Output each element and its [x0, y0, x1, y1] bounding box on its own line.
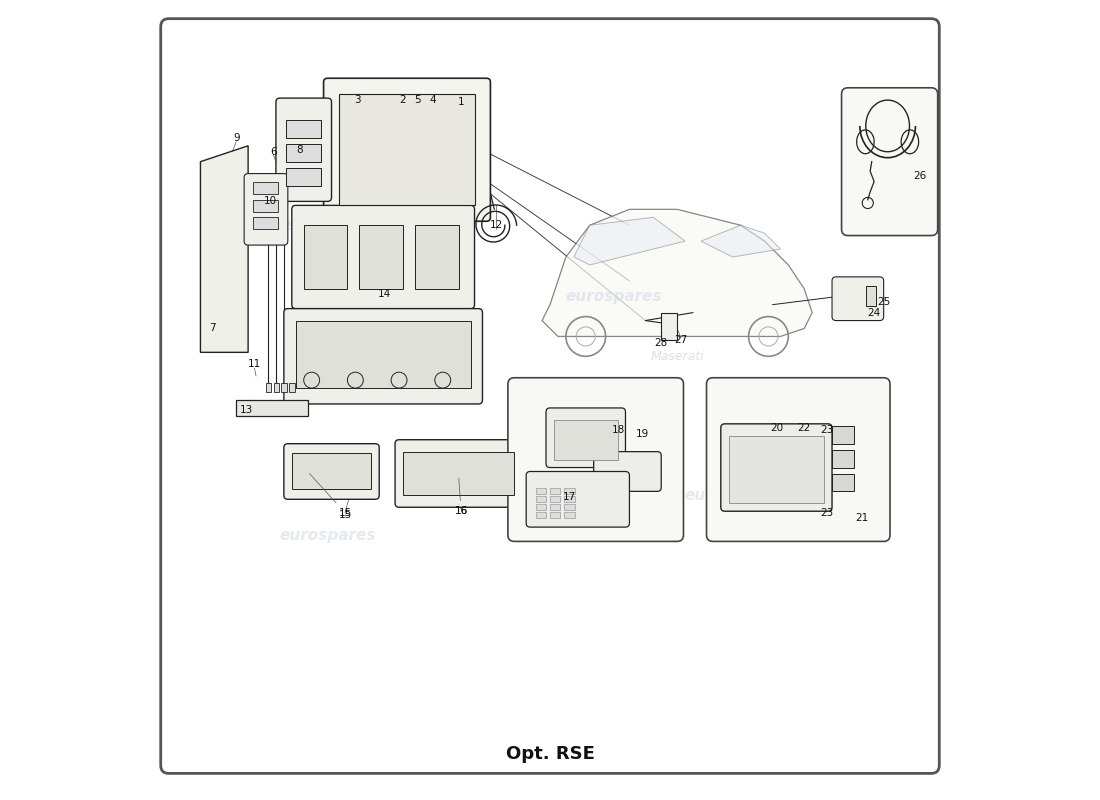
Text: Maserati: Maserati — [650, 350, 704, 363]
Text: 18: 18 — [612, 425, 625, 435]
Bar — [564, 504, 574, 510]
Text: 26: 26 — [914, 171, 927, 181]
FancyBboxPatch shape — [842, 88, 937, 235]
Text: 23: 23 — [820, 425, 833, 435]
FancyBboxPatch shape — [323, 78, 491, 222]
FancyBboxPatch shape — [594, 452, 661, 491]
FancyBboxPatch shape — [284, 309, 483, 404]
Text: 19: 19 — [636, 429, 649, 439]
Bar — [564, 512, 574, 518]
Bar — [292, 454, 372, 489]
FancyBboxPatch shape — [292, 206, 474, 309]
Bar — [550, 488, 560, 494]
Polygon shape — [701, 226, 780, 257]
Bar — [866, 286, 876, 306]
Polygon shape — [574, 218, 685, 265]
Bar — [360, 226, 403, 289]
Text: 3: 3 — [354, 94, 361, 105]
Bar — [253, 182, 278, 194]
FancyBboxPatch shape — [706, 378, 890, 542]
Text: 14: 14 — [378, 290, 392, 299]
Bar — [340, 94, 474, 206]
FancyBboxPatch shape — [284, 444, 380, 499]
Bar — [550, 504, 560, 510]
Polygon shape — [236, 400, 308, 416]
Text: 15: 15 — [309, 474, 352, 518]
Text: Opt. RSE: Opt. RSE — [506, 745, 594, 762]
Bar — [286, 144, 321, 162]
Text: 25: 25 — [877, 298, 890, 307]
Bar — [550, 496, 560, 502]
Bar — [265, 382, 272, 392]
Text: 16: 16 — [454, 506, 467, 516]
Text: 8: 8 — [296, 145, 304, 154]
FancyBboxPatch shape — [395, 440, 522, 507]
FancyBboxPatch shape — [526, 471, 629, 527]
Text: 6: 6 — [271, 147, 277, 157]
Bar — [536, 512, 546, 518]
Bar — [536, 496, 546, 502]
Bar — [550, 512, 560, 518]
Bar — [536, 488, 546, 494]
Text: 28: 28 — [654, 338, 668, 348]
Text: 4: 4 — [429, 94, 436, 105]
Text: eurospares: eurospares — [684, 488, 781, 503]
Bar — [832, 474, 855, 491]
Text: 7: 7 — [209, 323, 216, 334]
Text: 9: 9 — [233, 133, 240, 143]
Text: 10: 10 — [264, 196, 277, 206]
Text: 22: 22 — [798, 423, 811, 433]
Text: eurospares: eurospares — [248, 218, 344, 233]
Text: 13: 13 — [240, 405, 253, 414]
Text: 11: 11 — [248, 359, 261, 370]
Text: 27: 27 — [674, 335, 688, 346]
FancyBboxPatch shape — [720, 424, 832, 511]
FancyBboxPatch shape — [546, 408, 626, 467]
FancyBboxPatch shape — [508, 378, 683, 542]
Bar — [564, 496, 574, 502]
Text: 20: 20 — [770, 423, 783, 433]
Bar — [253, 218, 278, 229]
Text: 23: 23 — [820, 508, 833, 518]
Bar — [282, 382, 287, 392]
FancyBboxPatch shape — [832, 277, 883, 321]
Text: 2: 2 — [399, 94, 406, 105]
Bar — [661, 313, 678, 341]
Bar — [403, 452, 515, 495]
Bar — [536, 504, 546, 510]
Bar — [274, 382, 279, 392]
Bar — [253, 200, 278, 212]
Bar — [296, 321, 471, 388]
Text: IT SYSTEM: IT SYSTEM — [505, 23, 595, 38]
FancyBboxPatch shape — [161, 18, 939, 774]
Bar — [289, 382, 295, 392]
FancyBboxPatch shape — [244, 174, 288, 245]
Text: 17: 17 — [563, 492, 576, 502]
Text: 12: 12 — [490, 220, 503, 230]
Text: 21: 21 — [855, 513, 868, 522]
Bar — [728, 436, 824, 503]
Polygon shape — [200, 146, 249, 352]
Text: 1: 1 — [458, 97, 464, 107]
Bar — [286, 168, 321, 186]
Text: eurospares: eurospares — [565, 290, 662, 304]
Bar — [415, 226, 459, 289]
Bar — [832, 426, 855, 444]
Text: eurospares: eurospares — [279, 527, 376, 542]
Polygon shape — [542, 210, 812, 337]
Bar — [832, 450, 855, 467]
Text: 5: 5 — [414, 94, 420, 105]
Text: 16: 16 — [454, 478, 467, 516]
Bar — [286, 120, 321, 138]
Text: 24: 24 — [868, 308, 881, 318]
FancyBboxPatch shape — [276, 98, 331, 202]
Bar — [564, 488, 574, 494]
Bar — [304, 226, 348, 289]
Text: 15: 15 — [339, 510, 352, 520]
Bar — [554, 420, 617, 459]
